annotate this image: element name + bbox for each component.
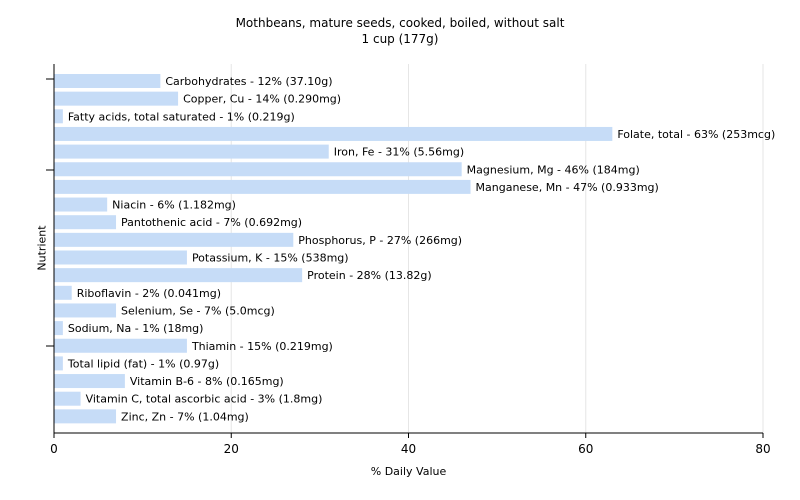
bar-label: Iron, Fe - 31% (5.56mg) xyxy=(334,146,464,159)
bar-label: Vitamin C, total ascorbic acid - 3% (1.8… xyxy=(86,393,323,406)
bar xyxy=(54,215,117,230)
bar xyxy=(54,74,161,88)
bar xyxy=(54,303,117,318)
bar xyxy=(54,374,125,389)
y-axis-label: Nutrient xyxy=(35,225,49,271)
bar xyxy=(54,250,187,265)
bar-label: Folate, total - 63% (253mcg) xyxy=(617,128,775,141)
bar xyxy=(54,179,471,194)
bar xyxy=(54,391,81,406)
bar xyxy=(54,197,108,212)
bar-label: Magnesium, Mg - 46% (184mg) xyxy=(467,163,640,176)
bar-label: Protein - 28% (13.82g) xyxy=(307,269,432,282)
bar xyxy=(54,409,117,424)
bar xyxy=(54,356,63,371)
bar-label: Sodium, Na - 1% (18mg) xyxy=(68,322,204,335)
bar xyxy=(54,91,179,106)
x-ticks: 0 20 40 60 80 xyxy=(50,433,771,456)
x-tick-label: 80 xyxy=(755,442,770,456)
chart-title: Mothbeans, mature seeds, cooked, boiled,… xyxy=(235,16,565,30)
bar-label: Total lipid (fat) - 1% (0.97g) xyxy=(67,357,219,370)
bars xyxy=(54,74,613,424)
bar-label: Vitamin B-6 - 8% (0.165mg) xyxy=(130,375,284,388)
bar xyxy=(54,144,329,159)
bar-label: Carbohydrates - 12% (37.10g) xyxy=(165,75,332,88)
chart-subtitle: 1 cup (177g) xyxy=(361,32,439,46)
bar-label: Manganese, Mn - 47% (0.933mg) xyxy=(476,181,659,194)
bar xyxy=(54,162,462,177)
bar xyxy=(54,285,72,300)
bar-label: Pantothenic acid - 7% (0.692mg) xyxy=(121,216,302,229)
x-tick-label: 60 xyxy=(578,442,593,456)
bar-label: Zinc, Zn - 7% (1.04mg) xyxy=(121,410,249,423)
bar xyxy=(54,126,613,141)
bar-label: Copper, Cu - 14% (0.290mg) xyxy=(183,93,341,106)
x-tick-label: 20 xyxy=(224,442,239,456)
x-tick-label: 0 xyxy=(50,442,58,456)
x-axis-label: % Daily Value xyxy=(370,465,447,478)
bar-label: Selenium, Se - 7% (5.0mcg) xyxy=(121,304,275,317)
bar-label: Thiamin - 15% (0.219mg) xyxy=(191,340,333,353)
bar-label: Potassium, K - 15% (538mg) xyxy=(192,252,349,265)
grid-lines xyxy=(230,64,764,433)
bar xyxy=(54,232,294,247)
bar-label: Riboflavin - 2% (0.041mg) xyxy=(77,287,221,300)
bar xyxy=(54,321,63,336)
x-tick-label: 40 xyxy=(401,442,416,456)
bar xyxy=(54,268,303,283)
bar-label: Niacin - 6% (1.182mg) xyxy=(112,199,236,212)
bar-labels: Carbohydrates - 12% (37.10g) Copper, Cu -… xyxy=(67,75,775,423)
bar xyxy=(54,338,187,353)
bar xyxy=(54,109,63,124)
bar-label: Phosphorus, P - 27% (266mg) xyxy=(298,234,462,247)
bar-label: Fatty acids, total saturated - 1% (0.219… xyxy=(68,110,295,123)
